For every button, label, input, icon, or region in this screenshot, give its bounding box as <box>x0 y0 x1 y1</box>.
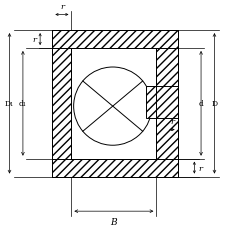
Bar <box>71 49 156 159</box>
Bar <box>52 159 177 177</box>
Bar <box>52 31 177 177</box>
Text: D₁: D₁ <box>5 100 14 108</box>
Bar <box>156 49 177 159</box>
Text: D: D <box>210 100 217 108</box>
Text: B: B <box>110 217 117 226</box>
Circle shape <box>73 68 151 146</box>
Text: d₁: d₁ <box>19 100 27 108</box>
Text: r: r <box>197 164 202 172</box>
Bar <box>52 49 71 159</box>
Bar <box>146 87 177 119</box>
Bar <box>52 31 177 49</box>
Bar <box>52 31 177 49</box>
Text: d: d <box>198 100 203 108</box>
Text: r: r <box>60 3 64 11</box>
Bar <box>156 49 177 159</box>
Text: r: r <box>169 118 173 125</box>
Text: r: r <box>32 36 36 44</box>
Bar <box>52 159 177 177</box>
Bar <box>146 87 177 119</box>
Bar <box>52 49 71 159</box>
